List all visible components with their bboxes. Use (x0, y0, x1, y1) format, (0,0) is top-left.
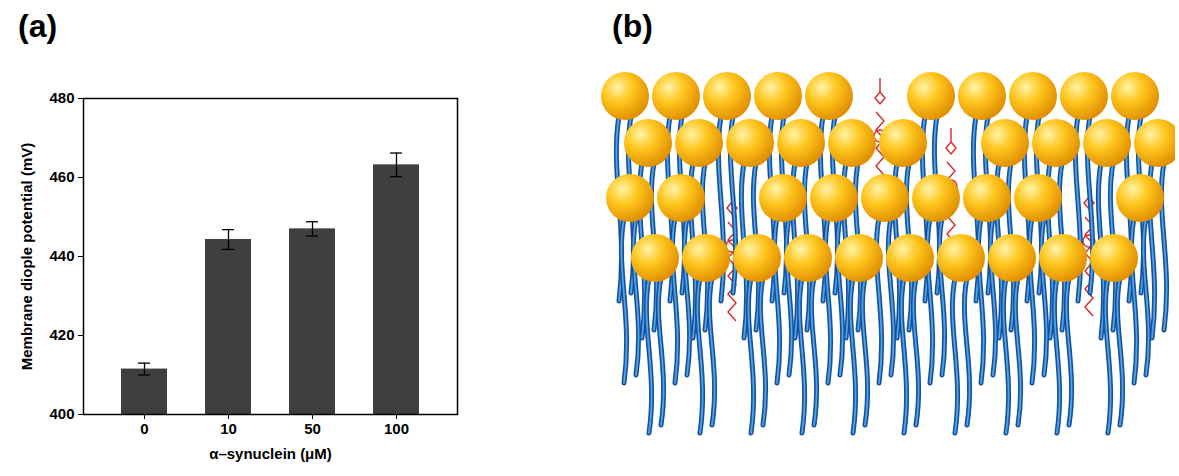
svg-text:50: 50 (304, 420, 321, 437)
html-text:(a): (a) (18, 8, 58, 44)
svg-text:10: 10 (220, 420, 237, 437)
html-text:(b): (b) (612, 8, 653, 44)
svg-text:0: 0 (140, 420, 148, 437)
svg-text:Membrane diople potential (mV): Membrane diople potential (mV) (18, 143, 35, 371)
svg-text:480: 480 (49, 89, 74, 106)
svg-text:α–synuclein (μM): α–synuclein (μM) (209, 445, 332, 462)
svg-text:100: 100 (384, 420, 409, 437)
svg-text:420: 420 (49, 326, 74, 343)
svg-text:440: 440 (49, 247, 74, 264)
svg-text:400: 400 (49, 405, 74, 422)
svg-text:460: 460 (49, 168, 74, 185)
